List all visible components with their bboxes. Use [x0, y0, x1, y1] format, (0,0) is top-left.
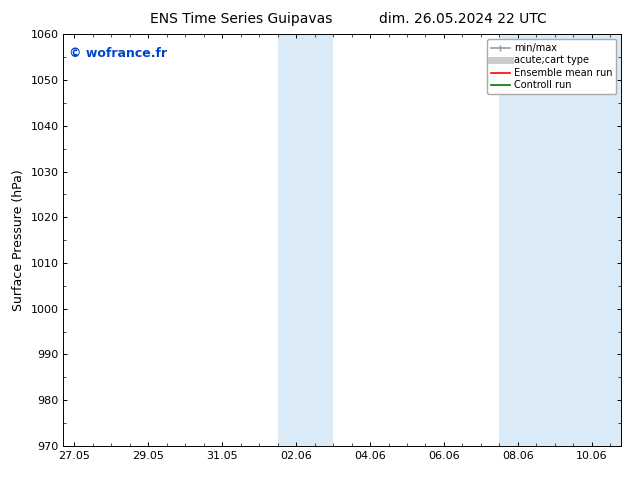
- Bar: [278, 34, 307, 446]
- Y-axis label: Surface Pressure (hPa): Surface Pressure (hPa): [12, 169, 25, 311]
- Text: dim. 26.05.2024 22 UTC: dim. 26.05.2024 22 UTC: [379, 12, 547, 26]
- Text: © wofrance.fr: © wofrance.fr: [69, 47, 167, 60]
- Legend: min/max, acute;cart type, Ensemble mean run, Controll run: min/max, acute;cart type, Ensemble mean …: [487, 39, 616, 94]
- Bar: [500, 34, 518, 446]
- Bar: [307, 34, 333, 446]
- Bar: [518, 34, 536, 446]
- Text: ENS Time Series Guipavas: ENS Time Series Guipavas: [150, 12, 332, 26]
- Bar: [536, 34, 621, 446]
